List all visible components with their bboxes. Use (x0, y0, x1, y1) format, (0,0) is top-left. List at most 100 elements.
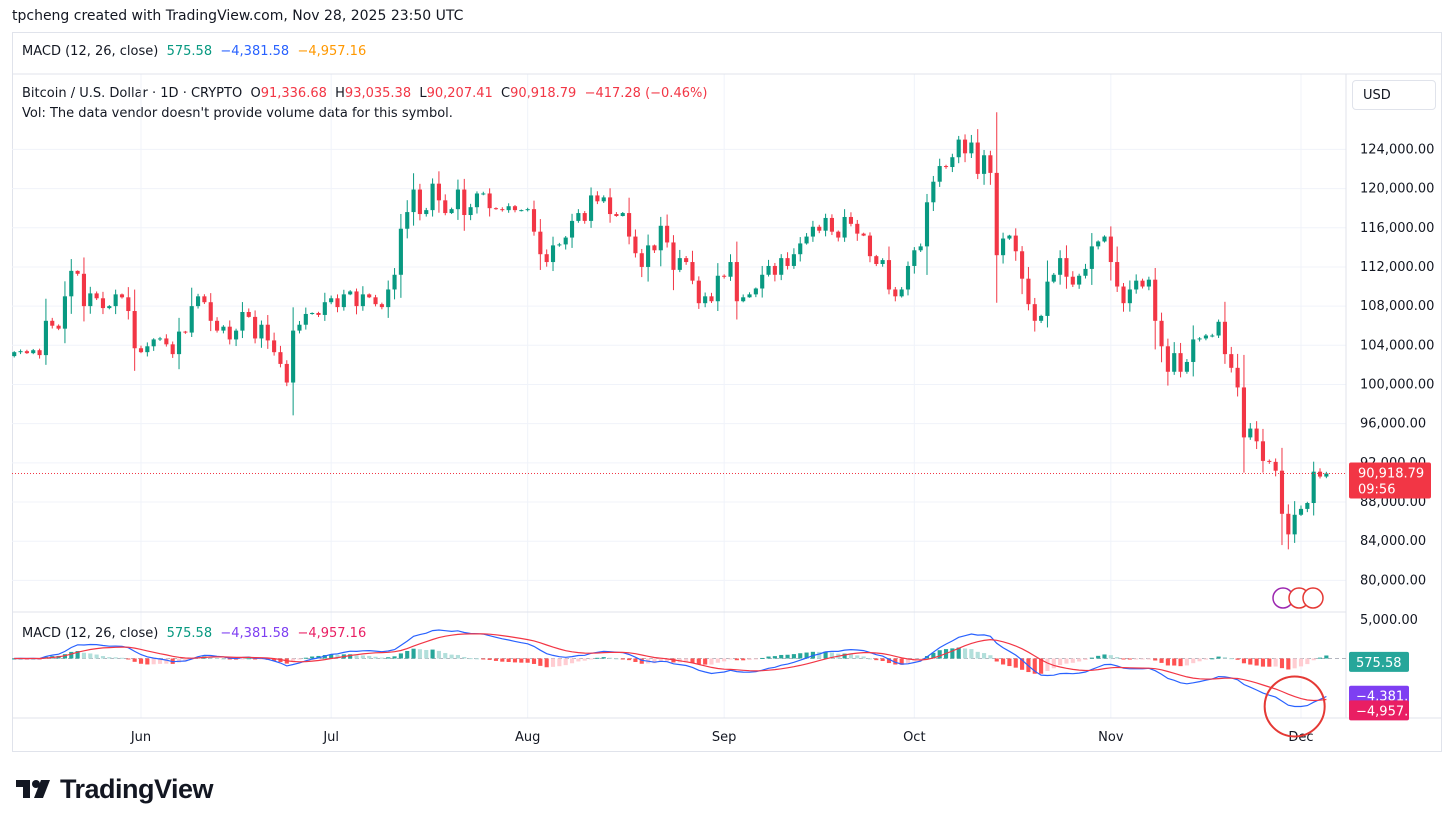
macd-histogram-bar (1184, 658, 1189, 666)
macd-histogram-bar (1032, 658, 1037, 674)
candle-body (183, 331, 188, 333)
candle (734, 241, 739, 320)
candle (627, 197, 632, 245)
x-tick-label: Aug (515, 730, 540, 745)
candle-body (531, 209, 537, 232)
candle-body (1178, 353, 1183, 372)
y-tick-label: 104,000.00 (1360, 338, 1434, 353)
candle (969, 134, 974, 158)
candle-body (988, 155, 993, 173)
x-tick-label: Jul (322, 730, 339, 745)
candle-body (1197, 338, 1202, 340)
macd-histogram-bar (1013, 658, 1018, 668)
macd-histogram-bar (658, 658, 663, 662)
macd-histogram-bar (1153, 658, 1158, 661)
macd-histogram-bar (1298, 658, 1304, 667)
macd-histogram-bar (506, 658, 511, 662)
candle (424, 207, 429, 217)
candle (1153, 267, 1158, 350)
candle (449, 207, 454, 215)
candle-body (360, 294, 365, 307)
macd-histogram-bar (392, 656, 397, 659)
candle-body (481, 193, 486, 195)
open-value: 91,336.68 (260, 86, 327, 101)
macd-histogram-bar (1222, 657, 1227, 659)
candle-body (1096, 241, 1101, 247)
macd-histogram-bar (899, 658, 904, 665)
candle (538, 219, 543, 270)
macd-histogram-bar (322, 655, 327, 659)
candle-body (899, 289, 904, 297)
candle (278, 345, 283, 368)
candle-body (1077, 275, 1082, 285)
macd-histogram-bar (817, 651, 822, 659)
candle (348, 290, 353, 296)
macd-pane-legend[interactable]: MACD (12, 26, close) 575.58 −4,381.58 −4… (22, 626, 366, 641)
candle-body (1216, 321, 1221, 336)
candle (1241, 354, 1247, 473)
attribution-text: tpcheng created with TradingView.com, No… (12, 8, 464, 24)
macd-histogram-bar (1140, 658, 1145, 660)
candle (69, 259, 74, 314)
macd-histogram-bar (462, 656, 467, 659)
macd-histogram-bar (132, 658, 137, 662)
macd-histogram-bar (176, 658, 182, 663)
candle (1121, 282, 1126, 312)
macd-histogram-bar (956, 647, 961, 659)
candle (1172, 342, 1177, 375)
candle-body (747, 294, 752, 298)
candle (94, 291, 99, 301)
candle-body (265, 324, 270, 341)
macd-histogram-bar (354, 655, 359, 659)
candle-body (1121, 286, 1126, 304)
macd-histogram-bar (1311, 658, 1316, 661)
macd-histogram-bar (652, 658, 657, 664)
candle (100, 291, 106, 315)
candle-body (424, 210, 429, 215)
macd-histogram-bar (569, 658, 575, 664)
candle-body (1159, 320, 1164, 347)
highlight-circle (1263, 675, 1326, 738)
currency-selector[interactable]: USD (1352, 80, 1436, 110)
candle-body (1165, 346, 1170, 372)
candle-body (1108, 236, 1113, 263)
candle-body (1013, 235, 1018, 252)
macd-histogram-bar (975, 651, 980, 659)
candle-body (272, 340, 277, 353)
candle (113, 289, 118, 315)
macd-histogram-bar (823, 651, 828, 659)
macd-histogram-bar (94, 654, 99, 659)
symbol-title[interactable]: Bitcoin / U.S. Dollar · 1D · CRYPTO (22, 86, 243, 101)
candle-body (126, 297, 131, 312)
candle-body (354, 291, 359, 307)
candle-body (1235, 367, 1240, 388)
candle-body (937, 166, 942, 182)
candle (1127, 280, 1132, 312)
candle-body (43, 320, 48, 356)
candle-body (817, 226, 822, 231)
macd-histogram-bar (81, 652, 87, 659)
candle-body (982, 155, 987, 174)
macd-histogram-bar (100, 656, 106, 659)
candle-body (880, 260, 885, 264)
candle-body (1203, 335, 1208, 339)
candle (836, 230, 841, 242)
candle-body (37, 350, 42, 356)
macd-pane-label[interactable]: MACD (12, 26, close) (22, 626, 159, 641)
candle-body (601, 197, 606, 202)
candle (804, 233, 809, 245)
candle (1184, 359, 1189, 374)
candle-body (1324, 473, 1329, 477)
candle-body (855, 223, 860, 234)
macd-histogram-bar (1077, 658, 1082, 662)
ohlc-legend[interactable]: Bitcoin / U.S. Dollar · 1D · CRYPTO O91,… (22, 86, 707, 101)
candle (487, 188, 492, 217)
candle (512, 204, 518, 213)
macd-histogram-bar (753, 658, 758, 660)
candle (1032, 297, 1037, 332)
macd-histogram-bar (608, 657, 613, 659)
macd-histogram-bar (430, 649, 435, 659)
candle-body (842, 216, 847, 238)
macd-histogram-bar (310, 656, 315, 659)
